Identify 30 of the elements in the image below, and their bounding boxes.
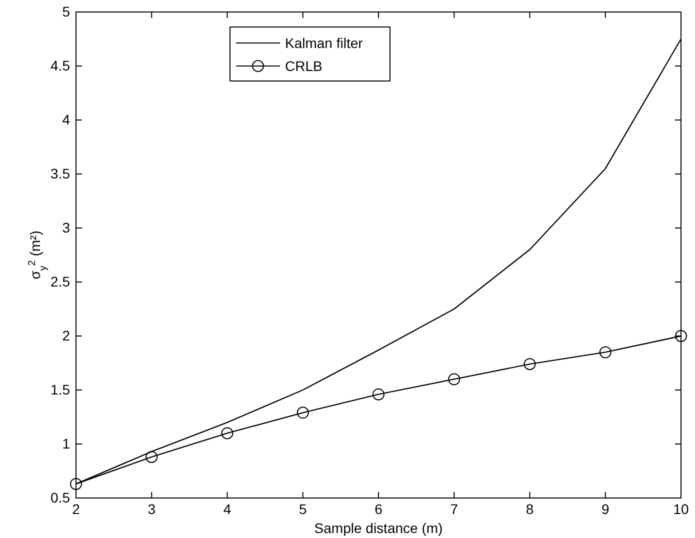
- point: [146, 450, 158, 463]
- x-tick-label: 2: [72, 500, 80, 517]
- legend-label: CRLB: [285, 58, 322, 74]
- y-tick-label: 2.5: [50, 273, 70, 290]
- legend-label: Kalman filter: [285, 35, 364, 51]
- point: [448, 373, 460, 386]
- y-tick-label: 3.5: [50, 165, 70, 182]
- x-tick-label: 5: [298, 500, 307, 517]
- point: [372, 388, 384, 400]
- y-tick-label: 5: [62, 3, 70, 20]
- point: [70, 478, 82, 490]
- y-tick-label: 2: [62, 327, 70, 344]
- x-tick-label: 9: [601, 500, 610, 517]
- point: [599, 346, 612, 358]
- y-tick-label: 0.5: [50, 489, 70, 506]
- point: [221, 427, 234, 440]
- x-tick-label: 4: [223, 500, 232, 517]
- y-tick-label: 4.5: [50, 57, 70, 74]
- x-tick-label: 10: [673, 500, 689, 517]
- x-tick-label: 6: [374, 500, 383, 517]
- x-tick-label: 7: [450, 500, 458, 517]
- x-tick-label: 8: [526, 500, 534, 517]
- x-axis-title: Sample distance (m): [314, 520, 443, 536]
- y-tick-label: 1.5: [50, 381, 70, 398]
- x-tick-label: 3: [148, 500, 156, 517]
- point: [524, 358, 536, 370]
- y-tick-label: 4: [62, 111, 70, 128]
- point: [296, 406, 309, 419]
- y-tick-label: 1: [62, 435, 70, 452]
- y-tick-label: 3: [62, 219, 70, 236]
